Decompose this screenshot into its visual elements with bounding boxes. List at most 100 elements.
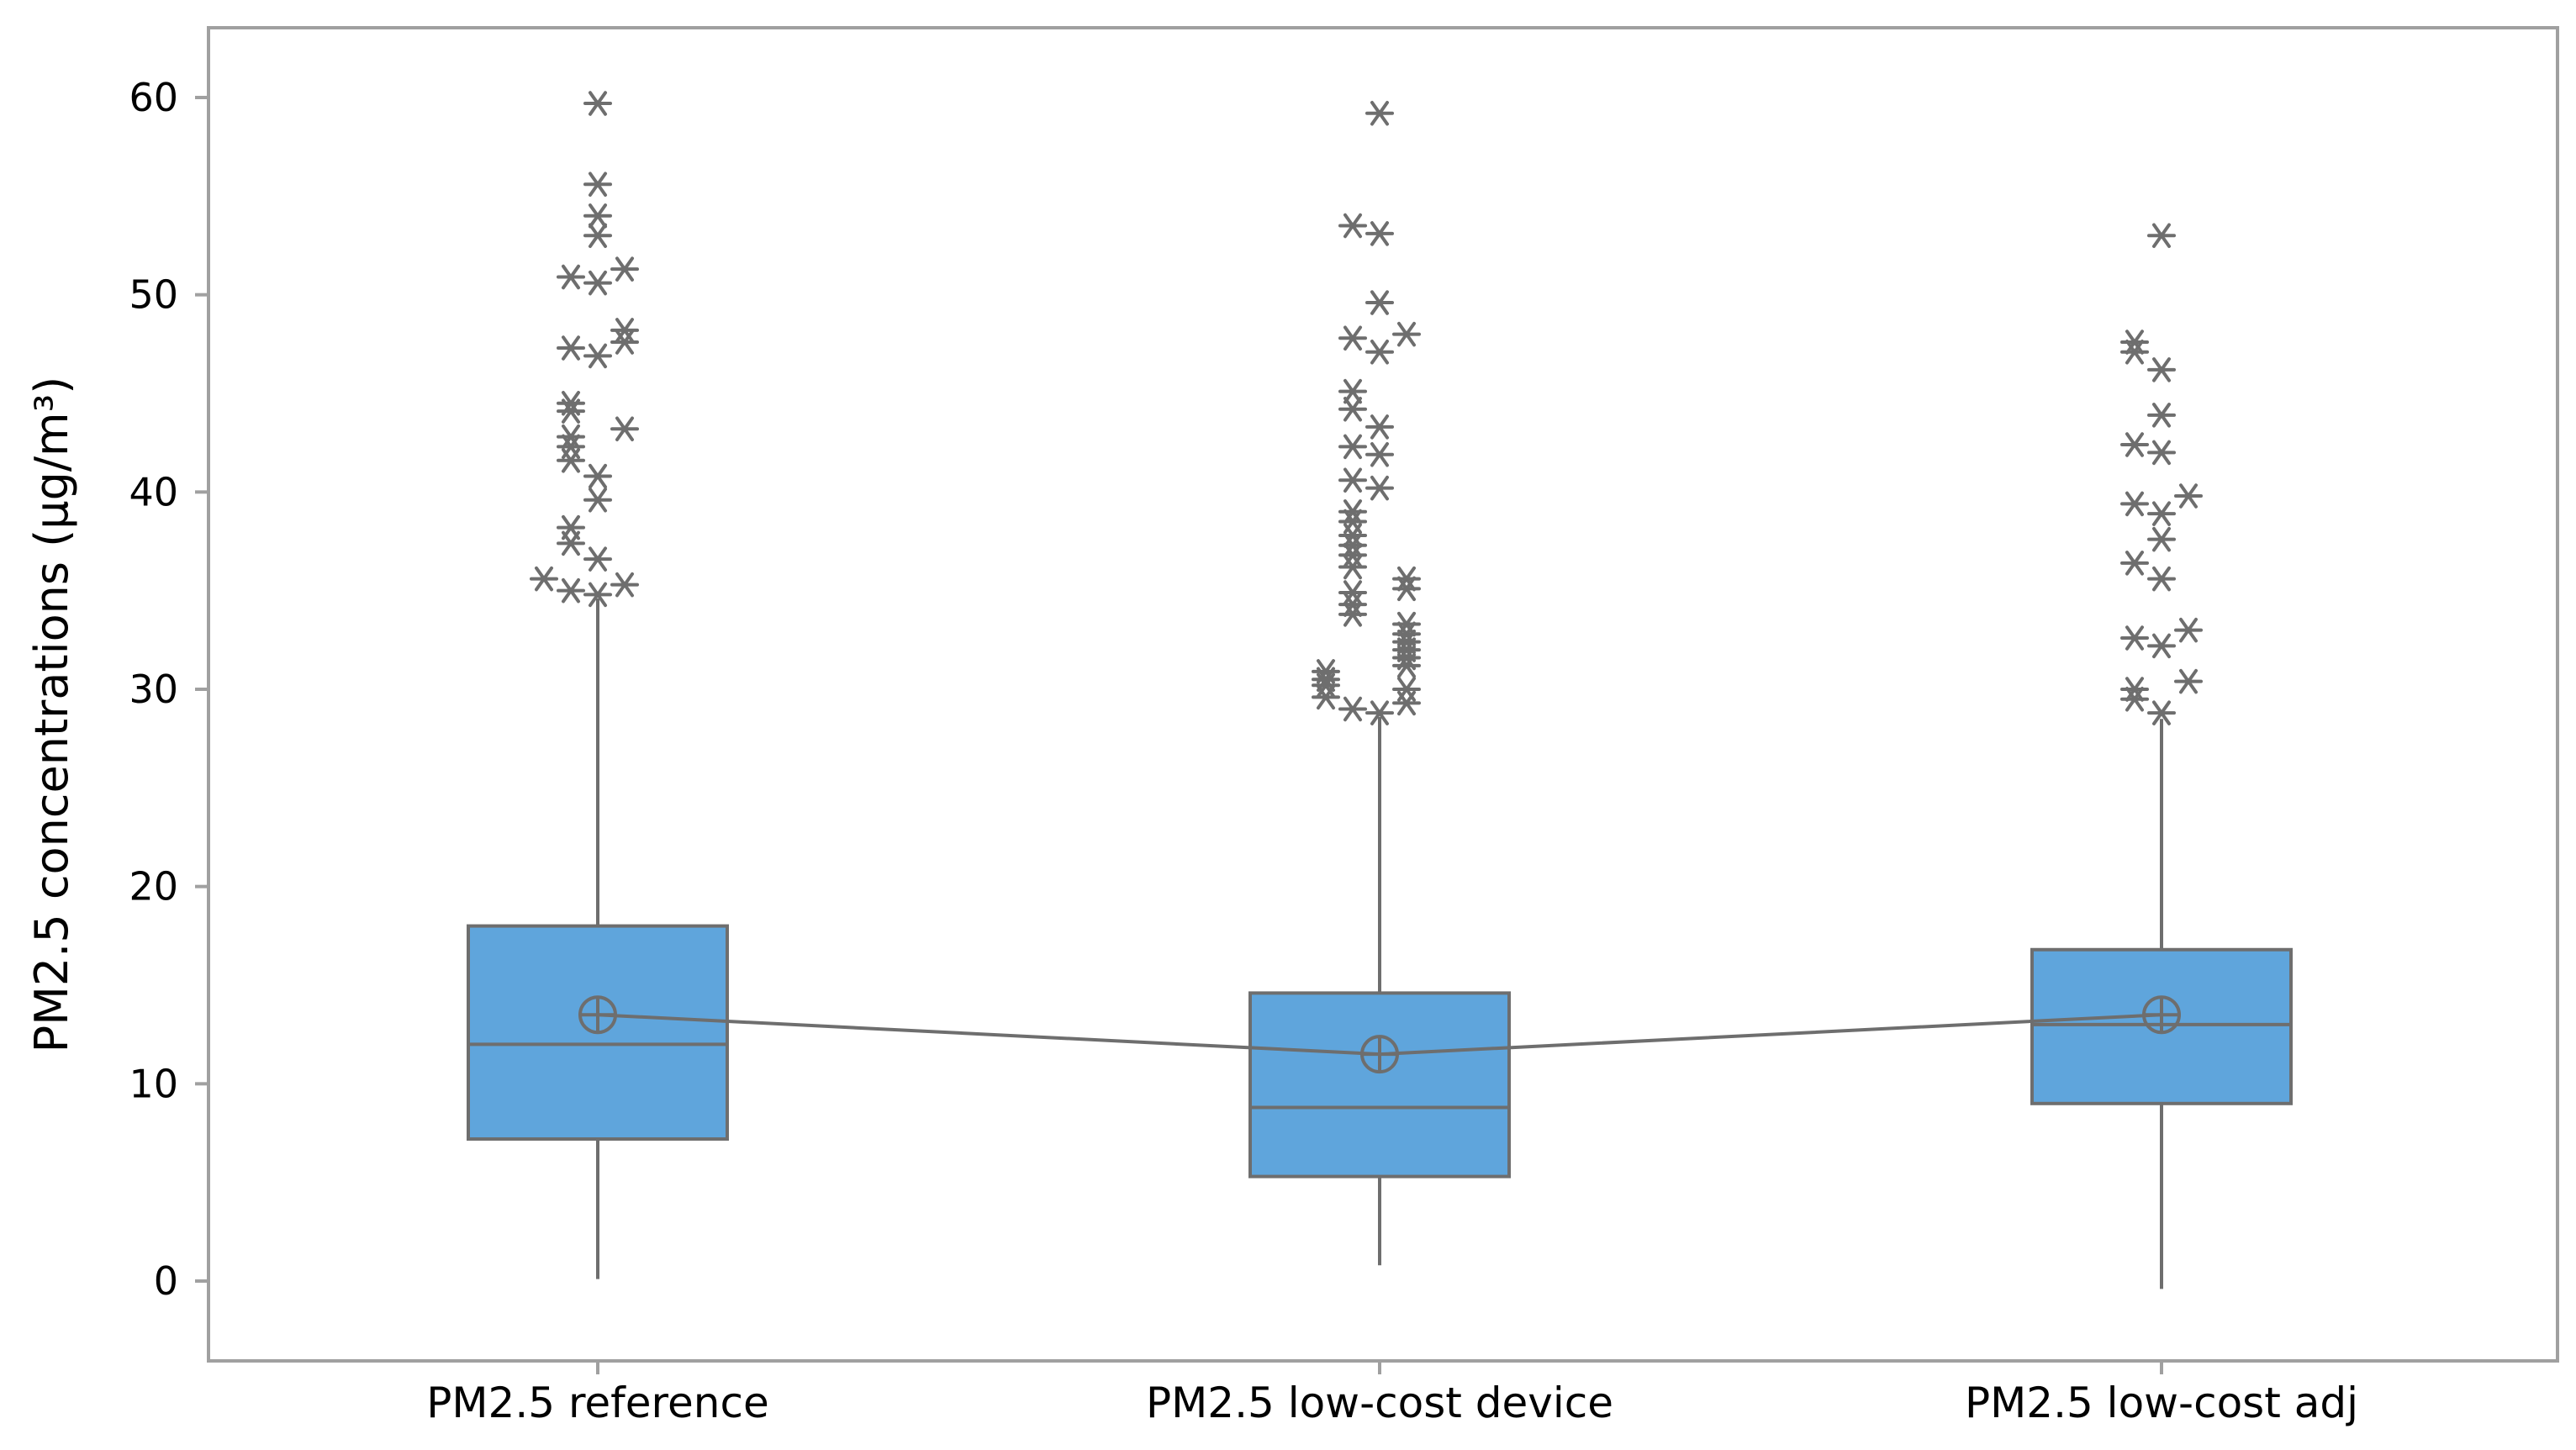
outlier-stroke (589, 223, 607, 249)
mean-connect-layer (578, 995, 2181, 1074)
outlier-stroke (589, 463, 607, 489)
outlier-point (1392, 321, 1421, 347)
outlier-stroke (1317, 659, 1335, 684)
outlier-stroke (589, 270, 607, 296)
outlier-stroke (1370, 101, 1389, 126)
outlier-stroke (2152, 566, 2171, 592)
outlier-stroke (1343, 397, 1362, 422)
outlier-stroke (615, 416, 634, 441)
outlier-stroke (2152, 501, 2171, 526)
outlier-stroke (2152, 526, 2171, 552)
outlier-stroke (1397, 321, 1416, 347)
outlier-stroke (1343, 602, 1362, 627)
outlier-point (583, 223, 612, 249)
outlier-stroke (2125, 330, 2144, 355)
outlier-point (1392, 677, 1421, 702)
outlier-stroke (589, 582, 607, 608)
y-tick-label: 60 (129, 75, 178, 120)
outlier-stroke (1343, 378, 1362, 404)
y-tick-label: 10 (129, 1061, 178, 1106)
outlier-stroke (1343, 467, 1362, 493)
outlier-point (583, 91, 612, 116)
y-axis-title: PM2.5 concentrations (µg/m³) (25, 377, 78, 1053)
outlier-point (1392, 611, 1421, 637)
outlier-stroke (2152, 440, 2171, 466)
outlier-point (1392, 566, 1421, 592)
outlier-point (1338, 378, 1367, 404)
mean-marker (578, 995, 617, 1035)
outlier-stroke (1397, 677, 1416, 702)
outlier-point (557, 390, 585, 416)
outlier-stroke (2125, 625, 2144, 651)
outlier-stroke (2125, 432, 2144, 457)
mean-marker (1360, 1035, 1399, 1074)
outlier-stroke (562, 434, 580, 460)
outlier-stroke (562, 335, 580, 361)
outlier-point (583, 487, 612, 513)
outlier-stroke (2152, 357, 2171, 382)
outlier-stroke (1397, 621, 1416, 647)
outlier-point (557, 448, 585, 473)
outlier-stroke (589, 487, 607, 513)
outlier-point (1338, 499, 1367, 525)
y-tick-label: 0 (154, 1258, 178, 1304)
x-category-label: PM2.5 low-cost device (1146, 1379, 1613, 1427)
y-tick-label: 40 (129, 469, 178, 514)
outlier-point (2174, 483, 2203, 509)
y-tick-label: 50 (129, 272, 178, 318)
outlier-point (2120, 330, 2149, 355)
outlier-point (2120, 491, 2149, 517)
outlier-stroke (562, 514, 580, 540)
outlier-stroke (589, 546, 607, 572)
outlier-point (557, 514, 585, 540)
outlier-stroke (2125, 491, 2144, 517)
outlier-point (2147, 566, 2176, 592)
outlier-stroke (1370, 441, 1389, 467)
outlier-stroke (2125, 551, 2144, 576)
outlier-stroke (589, 203, 607, 229)
y-tick-label: 30 (129, 667, 178, 712)
outlier-point (557, 424, 585, 450)
outlier-point (2120, 432, 2149, 457)
outlier-point (2147, 526, 2176, 552)
outlier-point (1365, 101, 1394, 126)
outlier-stroke (1343, 580, 1362, 605)
outlier-point (583, 463, 612, 489)
outlier-point (1338, 696, 1367, 722)
outlier-point (1365, 221, 1394, 246)
outlier-stroke (1343, 213, 1362, 239)
outlier-stroke (535, 566, 553, 592)
outlier-stroke (615, 318, 634, 343)
outlier-point (1392, 690, 1421, 716)
outlier-stroke (2179, 668, 2198, 694)
outlier-stroke (1343, 696, 1362, 722)
outlier-point (1312, 659, 1340, 684)
outlier-point (610, 318, 639, 343)
outlier-point (1365, 290, 1394, 315)
outlier-point (583, 270, 612, 296)
outlier-stroke (1370, 221, 1389, 246)
outlier-point (2147, 501, 2176, 526)
outlier-stroke (562, 424, 580, 450)
outlier-stroke (2125, 686, 2144, 712)
outlier-point (583, 203, 612, 229)
outlier-point (2147, 700, 2176, 725)
outlier-stroke (615, 572, 634, 598)
outlier-point (2147, 633, 2176, 659)
outlier-stroke (1370, 700, 1389, 725)
outlier-point (1365, 441, 1394, 467)
outlier-point (2174, 668, 2203, 694)
outlier-stroke (1343, 499, 1362, 525)
outlier-stroke (2179, 483, 2198, 509)
outlier-stroke (1343, 434, 1362, 460)
x-category-label: PM2.5 low-cost adj (1965, 1379, 2358, 1427)
outlier-stroke (562, 577, 580, 604)
outlier-point (557, 577, 585, 604)
outlier-point (610, 330, 639, 355)
outlier-point (2120, 551, 2149, 576)
outlier-point (610, 416, 639, 441)
outlier-stroke (1370, 339, 1389, 365)
outlier-point (1338, 554, 1367, 580)
outlier-stroke (2179, 617, 2198, 643)
